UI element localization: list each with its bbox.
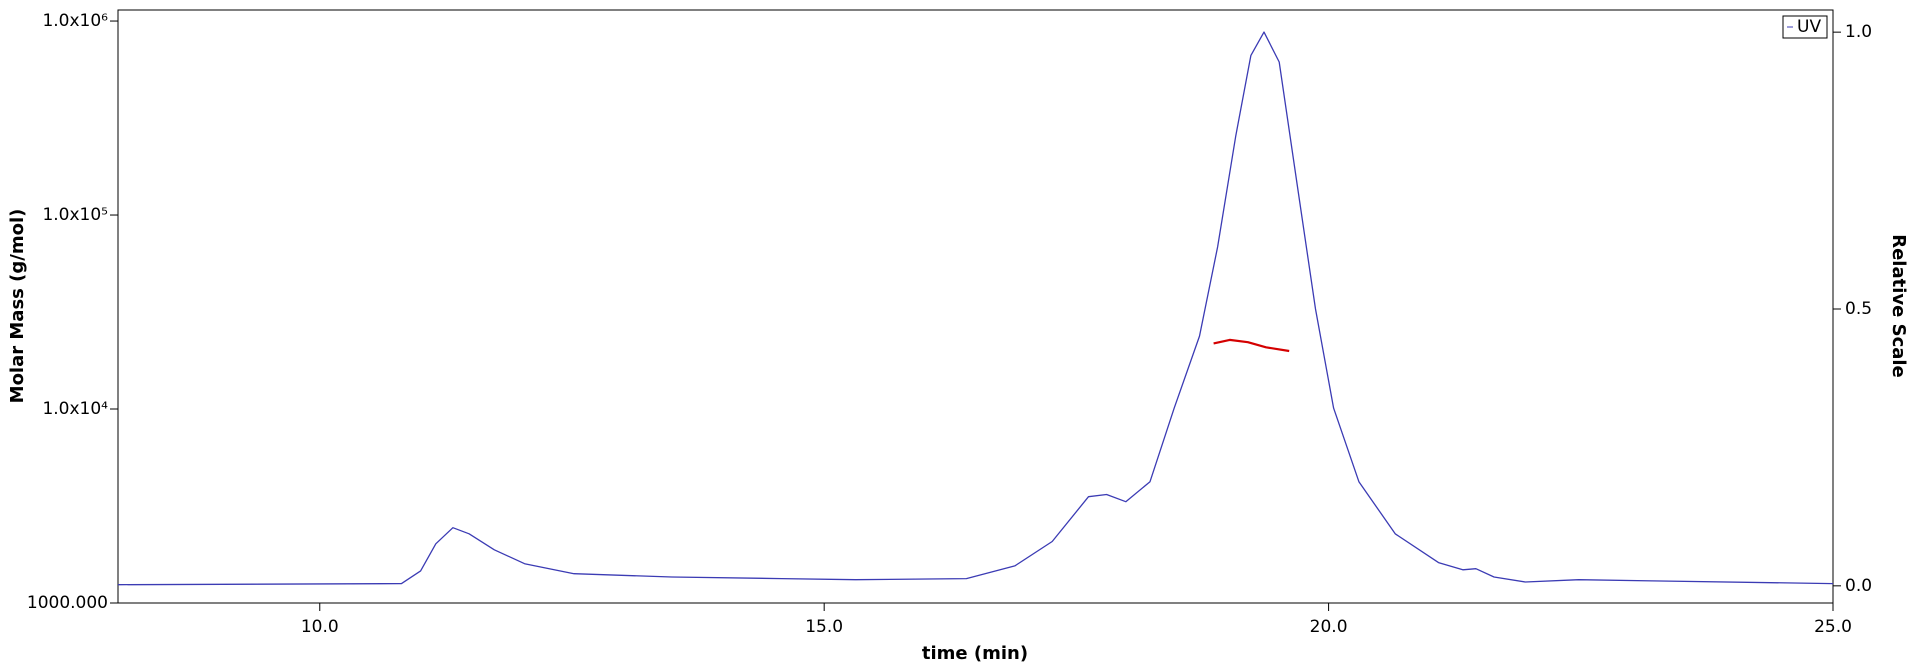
y-axis-title: Molar Mass (g/mol): [7, 209, 28, 404]
y-tick-label: 1.0x10⁵: [42, 205, 108, 225]
y-tick-label: 1.0x10⁴: [42, 399, 108, 419]
y-tick-label: 1.0x10⁶: [42, 11, 108, 31]
x-tick-label: 20.0: [1310, 617, 1348, 637]
x-tick-label: 25.0: [1814, 617, 1852, 637]
legend-label: UV: [1797, 17, 1821, 37]
y-tick-label: 1000.000: [27, 593, 108, 613]
y2-tick-label: 0.0: [1845, 576, 1872, 596]
series-line: [117, 31, 1834, 586]
x-tick-label: 10.0: [301, 617, 339, 637]
plot-frame: [117, 9, 1834, 604]
x-tick-label: 15.0: [805, 617, 843, 637]
y2-tick-label: 1.0: [1845, 22, 1872, 42]
x-axis-title: time (min): [922, 643, 1028, 664]
y2-axis-title: Relative Scale: [1888, 234, 1909, 378]
series-line: [1213, 338, 1290, 353]
y2-tick-label: 0.5: [1845, 299, 1872, 319]
legend-box: [1782, 15, 1828, 39]
